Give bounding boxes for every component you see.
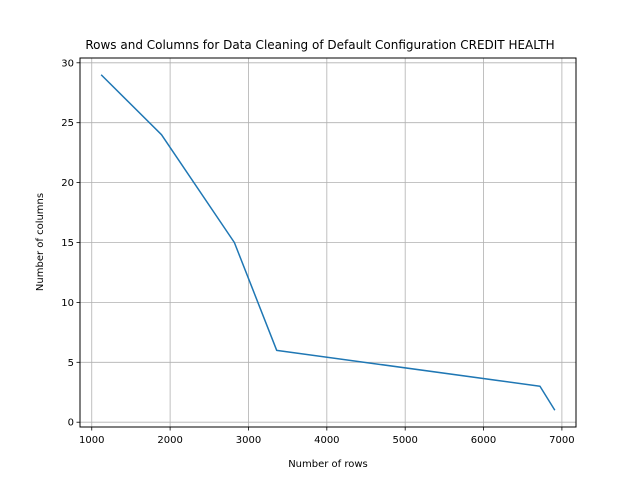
- y-axis-ticks: 0 5 10 15 20 25 30: [61, 58, 80, 429]
- x-axis-ticks: 1000 2000 3000 4000 5000 6000 7000: [79, 427, 575, 446]
- y-axis-label: Number of columns: [35, 193, 46, 291]
- y-tick-label: 20: [61, 178, 74, 189]
- x-tick-label: 6000: [471, 435, 496, 446]
- x-tick-label: 7000: [549, 435, 574, 446]
- grid-lines: [80, 58, 576, 427]
- x-tick-label: 5000: [392, 435, 417, 446]
- y-tick-label: 10: [61, 298, 74, 309]
- series-line-0: [100, 74, 556, 411]
- x-tick-label: 1000: [79, 435, 104, 446]
- x-tick-label: 3000: [236, 435, 261, 446]
- y-tick-label: 15: [61, 238, 74, 249]
- y-tick-label: 0: [68, 418, 74, 429]
- x-axis-label: Number of rows: [288, 459, 368, 470]
- y-tick-label: 5: [68, 358, 74, 369]
- x-tick-label: 4000: [314, 435, 339, 446]
- y-tick-label: 30: [61, 58, 74, 69]
- series-lines: [100, 74, 556, 411]
- x-tick-label: 2000: [157, 435, 182, 446]
- y-tick-label: 25: [61, 118, 74, 129]
- chart-title: Rows and Columns for Data Cleaning of De…: [85, 38, 554, 52]
